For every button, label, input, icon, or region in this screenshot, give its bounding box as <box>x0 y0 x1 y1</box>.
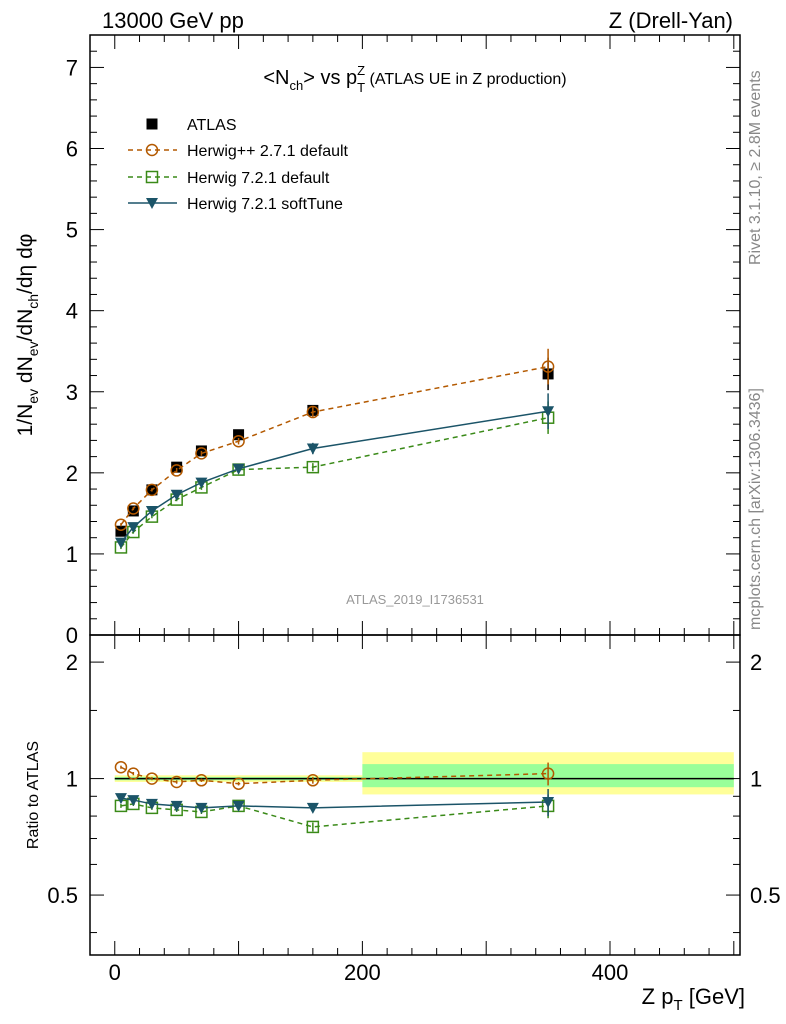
ratio-point-herwig-721-softtune <box>232 800 245 812</box>
x-axis-label: Z pT [GeV] <box>642 984 745 1014</box>
data-point-herwigpp-271 <box>232 434 245 448</box>
series-line-herwig-721-softtune <box>120 410 549 544</box>
data-point-atlas <box>115 525 127 537</box>
header-right: Z (Drell-Yan) <box>609 8 733 33</box>
legend-marker-herwigpp-271 <box>145 143 159 157</box>
data-point-herwig-721-softtune <box>195 477 208 489</box>
data-point-herwigpp-271 <box>145 483 159 497</box>
ratio-point-herwig-721-softtune <box>195 802 208 814</box>
ratio-bands <box>114 752 734 795</box>
legend-label-atlas: ATLAS <box>187 117 237 134</box>
ratio-point-herwig-721 <box>306 820 320 834</box>
ratio-point-herwigpp-271 <box>114 760 128 774</box>
data-point-herwig-721-softtune <box>170 489 183 501</box>
series-line-herwigpp-271 <box>120 365 549 526</box>
ratio-point-herwig-721-softtune <box>145 798 158 810</box>
x-tick-label: 200 <box>344 960 381 985</box>
ratio-y-tick-label-right: 0.5 <box>750 883 781 908</box>
axes: 0 1 2 3 4 5 6 7 0 200 400 0.5 0.5 1 1 2 2 <box>47 35 781 985</box>
main-y-tick-label: 4 <box>66 299 78 324</box>
ratio-line-herwig-721-softtune <box>120 797 549 809</box>
ratio-y-tick-label-right: 1 <box>750 767 762 792</box>
data-point-herwig-721-softtune <box>542 406 555 418</box>
ratio-point-herwigpp-271 <box>127 767 140 780</box>
data-point-herwigpp-271 <box>114 518 128 531</box>
ratio-point-herwig-721-softtune <box>127 795 140 807</box>
header-left: 13000 GeV pp <box>102 8 244 33</box>
ratio-point-herwigpp-271 <box>145 772 159 785</box>
x-tick-label: 400 <box>592 960 629 985</box>
data-point-herwigpp-271 <box>127 502 140 515</box>
ratio-point-herwigpp-271 <box>541 767 555 780</box>
ratio-point-herwigpp-271 <box>170 775 183 789</box>
ratio-point-herwig-721-softtune <box>170 800 183 812</box>
ratio-y-tick-label: 0.5 <box>47 883 78 908</box>
ratio-point-herwig-721-softtune <box>542 796 555 808</box>
ratio-line-herwig-721 <box>120 803 549 828</box>
main-y-tick-label: 0 <box>66 623 78 648</box>
ratio-y-tick-label: 2 <box>66 650 78 675</box>
main-y-tick-label: 6 <box>66 137 78 162</box>
main-y-tick-label: 5 <box>66 218 78 243</box>
main-y-tick-label: 7 <box>66 55 78 80</box>
main-ylabel: 1/Nev dNev/dNch/dη dφ <box>14 234 41 437</box>
data-point-herwigpp-271 <box>541 360 555 373</box>
data-point-herwig-721-softtune <box>232 463 245 475</box>
data-point-herwig-721 <box>306 460 320 474</box>
data-point-herwigpp-271 <box>306 405 320 419</box>
legend: ATLAS Herwig++ 2.7.1 default Herwig 7.2.1 … <box>128 117 349 213</box>
mcplots-note: mcplots.cern.ch [arXiv:1306.3436] <box>747 388 764 630</box>
ratio-point-herwigpp-271 <box>306 774 320 787</box>
legend-label-herwigpp-271: Herwig++ 2.7.1 default <box>187 143 349 160</box>
ratio-series <box>114 760 555 834</box>
data-point-herwig-721-softtune <box>306 443 319 455</box>
legend-label-herwig-721: Herwig 7.2.1 default <box>187 170 330 187</box>
legend-marker-herwig-721-softtune <box>146 198 158 209</box>
ratio-line-herwigpp-271 <box>120 766 549 785</box>
ratio-point-herwigpp-271 <box>195 774 208 787</box>
ratio-ylabel: Ratio to ATLAS <box>25 741 42 849</box>
data-point-herwig-721-softtune <box>145 505 158 517</box>
ratio-point-herwigpp-271 <box>232 777 245 790</box>
analysis-watermark: ATLAS_2019_I1736531 <box>346 592 484 607</box>
main-series <box>114 348 555 554</box>
data-point-atlas <box>127 505 139 517</box>
main-y-tick-label: 2 <box>66 461 78 486</box>
data-point-atlas <box>233 429 245 441</box>
data-point-herwig-721-softtune <box>127 522 140 534</box>
ratio-panel-frame <box>89 634 741 956</box>
legend-marker-atlas <box>146 118 158 130</box>
ratio-y-tick-label-right: 2 <box>750 650 762 675</box>
legend-marker-herwig-721 <box>145 170 159 184</box>
data-point-herwigpp-271 <box>170 464 183 477</box>
data-point-atlas <box>171 461 183 473</box>
series-line-herwig-721 <box>120 416 549 548</box>
data-point-herwig-721-softtune <box>114 537 127 549</box>
main-y-tick-label: 3 <box>66 380 78 405</box>
x-tick-label: 0 <box>109 960 121 985</box>
rivet-note: Rivet 3.1.10, ≥ 2.8M events <box>747 70 764 265</box>
ratio-point-herwig-721-softtune <box>306 802 319 814</box>
data-point-herwigpp-271 <box>195 447 208 460</box>
plot-title: <Nch> vs pZ T (ATLAS UE in Z production) <box>263 63 566 95</box>
ratio-point-herwig-721-softtune <box>114 793 127 805</box>
main-y-tick-label: 1 <box>66 542 78 567</box>
legend-label-herwig-721-softtune: Herwig 7.2.1 softTune <box>187 196 343 213</box>
ratio-y-tick-label: 1 <box>66 767 78 792</box>
